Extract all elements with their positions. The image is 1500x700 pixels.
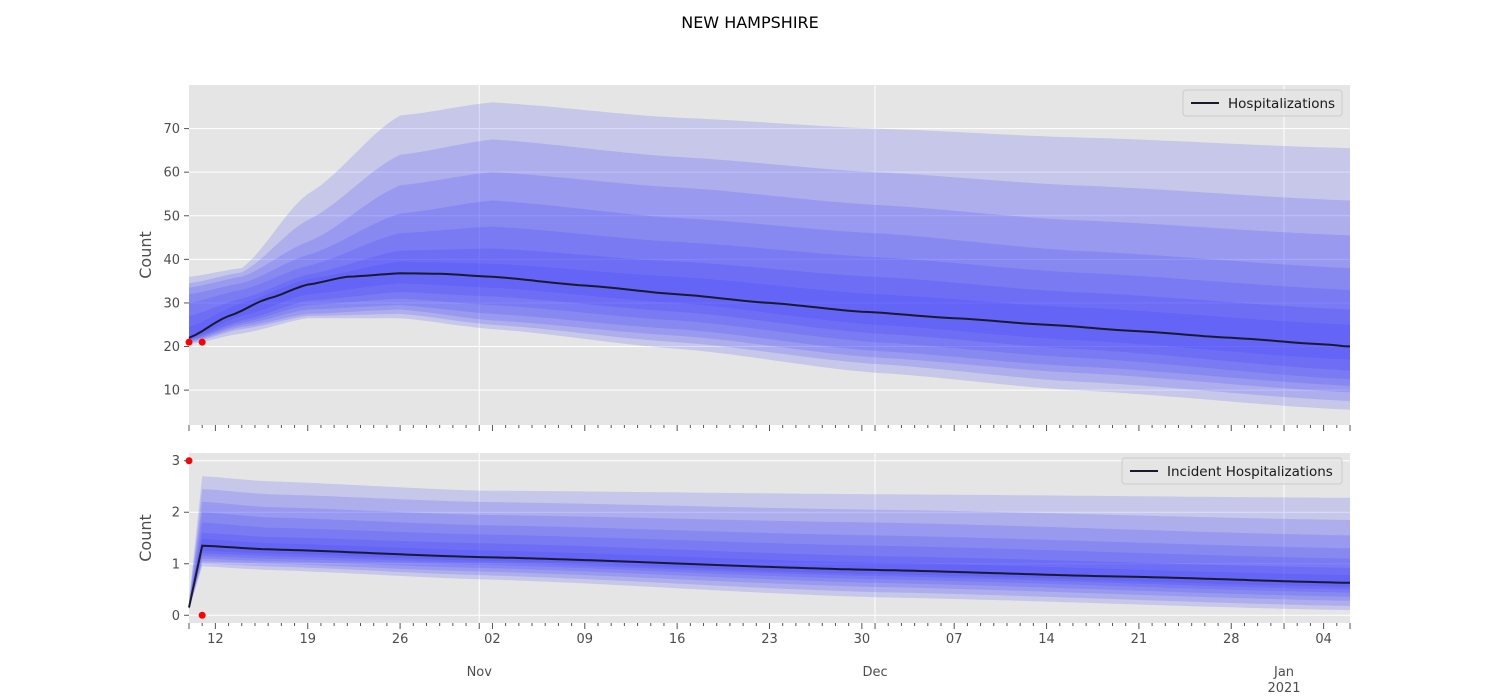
observed-point xyxy=(185,338,193,346)
observed-point xyxy=(198,338,206,346)
x-day-label: 14 xyxy=(1038,632,1055,647)
legend-box xyxy=(1182,89,1343,117)
quantile-band xyxy=(189,489,1350,610)
y-axis-label: Count xyxy=(136,231,155,279)
x-day-label: 28 xyxy=(1223,632,1240,647)
y-tick-label: 60 xyxy=(163,166,180,181)
x-day-label: 26 xyxy=(392,632,409,647)
quantile-band xyxy=(189,139,1350,401)
y-tick-label: 3 xyxy=(172,454,180,469)
y-tick-label: 70 xyxy=(163,122,180,137)
y-tick-label: 40 xyxy=(163,253,180,268)
quantile-bands xyxy=(189,476,1350,611)
x-day-label: 30 xyxy=(854,632,871,647)
x-day-label: 21 xyxy=(1131,632,1148,647)
quantile-band xyxy=(189,532,1350,609)
y-tick-label: 1 xyxy=(172,557,180,572)
x-day-label: 09 xyxy=(577,632,594,647)
quantile-band xyxy=(189,102,1350,410)
quantile-band xyxy=(189,200,1350,386)
x-day-label: 19 xyxy=(299,632,316,647)
chart-suptitle: NEW HAMPSHIRE xyxy=(681,13,819,32)
y-tick-label: 50 xyxy=(163,209,180,224)
y-tick-label: 0 xyxy=(172,609,180,624)
x-year-label: 2021 xyxy=(1267,681,1300,696)
quantile-band xyxy=(189,512,1350,609)
panel-hospitalizations: 10 20 30 40 50 60 70 Count Hospitalizations xyxy=(136,85,1351,431)
legend-box xyxy=(1121,457,1343,485)
observed-point xyxy=(198,611,206,619)
quantile-band xyxy=(189,172,1350,393)
x-day-label: 16 xyxy=(669,632,686,647)
quantile-band xyxy=(189,248,1350,371)
quantile-band xyxy=(189,261,1350,360)
y-tick-label: 30 xyxy=(163,296,180,311)
y-tick-label: 20 xyxy=(163,340,180,355)
x-day-label: 12 xyxy=(207,632,224,647)
legend-label: Incident Hospitalizations xyxy=(1167,464,1333,480)
quantile-band xyxy=(189,476,1350,611)
x-month-label: Jan xyxy=(1273,665,1294,680)
median-line xyxy=(188,544,1351,608)
x-day-label: 07 xyxy=(946,632,963,647)
x-month-label: Dec xyxy=(862,665,887,680)
y-tick-label: 2 xyxy=(172,506,180,521)
quantile-band xyxy=(189,501,1350,610)
quantile-band xyxy=(189,522,1350,609)
median-line xyxy=(188,272,1351,348)
x-month-label: Nov xyxy=(467,665,493,680)
legend-label: Hospitalizations xyxy=(1228,96,1335,112)
x-day-label: 04 xyxy=(1315,632,1332,647)
x-day-label: 23 xyxy=(761,632,778,647)
y-tick-label: 10 xyxy=(163,384,180,399)
x-day-label: 02 xyxy=(484,632,501,647)
y-axis-label: Count xyxy=(136,514,155,562)
plot-area-background xyxy=(189,85,1350,425)
